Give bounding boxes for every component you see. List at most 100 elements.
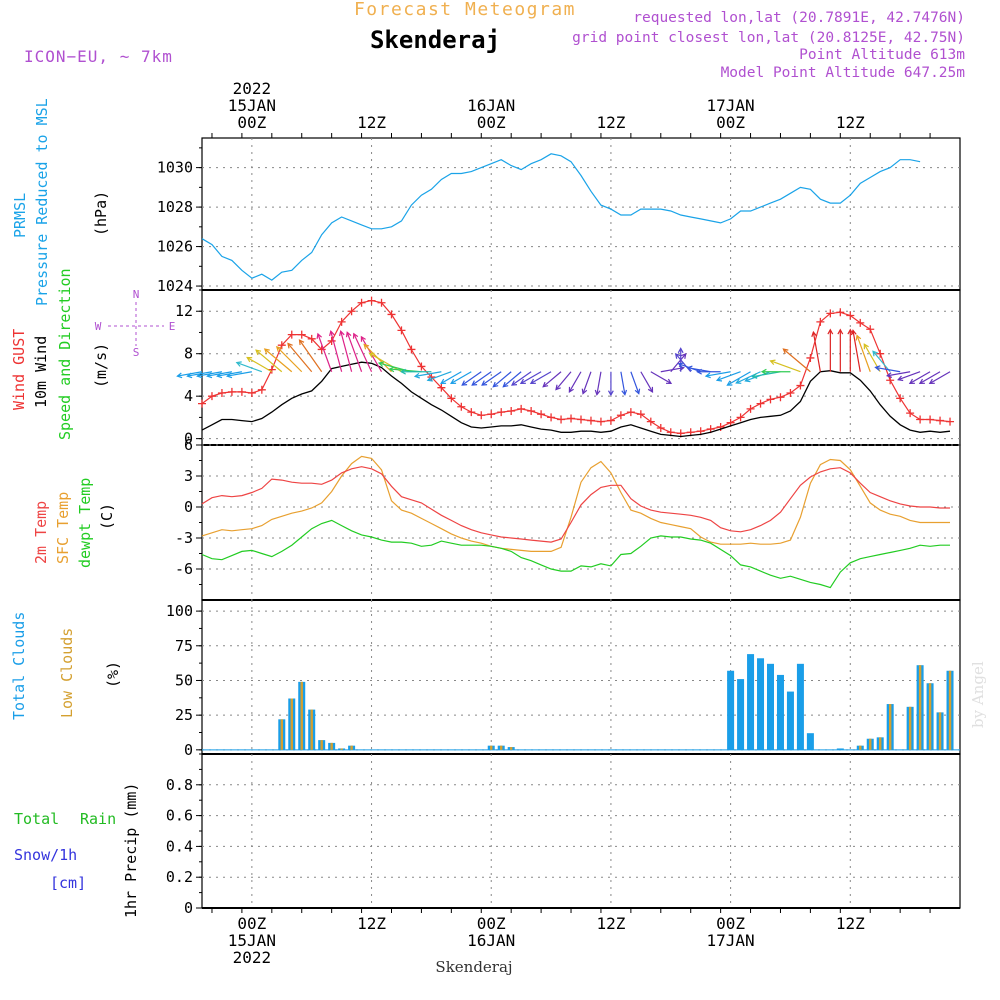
y-tick-label: 100 [166, 602, 193, 620]
x-label-bottom: 17JAN [707, 931, 755, 950]
x-label-top: 00Z [716, 113, 745, 132]
gust-point [317, 345, 326, 354]
low-cloud-bar [300, 681, 303, 750]
pressure-panel-labels: PRMSL Pressure Reduced to MSL (hPa) [11, 98, 110, 306]
wind-arrow-head [760, 368, 767, 375]
gust-point [367, 296, 376, 305]
wind-arrow [263, 348, 293, 373]
x-label-bottom: 15JAN [228, 931, 276, 950]
wind-arrow-shaft [555, 371, 572, 390]
gust-point [537, 410, 546, 419]
x-label-bottom: 16JAN [467, 931, 515, 950]
low-cloud-bar [908, 706, 912, 750]
wind-gust-label: Wind GUST [10, 329, 28, 410]
wind-arrow [640, 371, 654, 393]
wind-arrow-head [196, 372, 203, 379]
gust-point [826, 309, 835, 318]
wind-arrow [555, 371, 572, 391]
precip-axis-label: 1hr Precip (mm) [122, 783, 140, 918]
gust-point [547, 413, 556, 422]
y-tick-label: 8 [184, 345, 193, 363]
wind-arrow-shaft [542, 371, 562, 388]
compass-e: E [169, 320, 176, 333]
wind-arrow-shaft [856, 335, 871, 372]
wind-arrow-shaft [919, 371, 941, 384]
wind-arrow-head [388, 366, 395, 373]
low-cloud-bar [938, 712, 942, 750]
gust-point [577, 415, 585, 424]
gust-point [916, 415, 925, 424]
dewpt-line [201, 519, 950, 589]
low-cloud-bar [290, 698, 293, 750]
wind-arrow-head [872, 350, 878, 357]
gust-point [297, 330, 306, 339]
gust-point [457, 402, 466, 411]
y-tick-label: 4 [184, 387, 193, 405]
wind-arrow-shaft [427, 371, 452, 381]
gust-line [201, 299, 951, 434]
wind-arrow-shaft [582, 371, 592, 394]
gust-point [337, 317, 346, 326]
wind-arrow-head [225, 372, 233, 379]
low-cloud-bar [888, 704, 892, 750]
wind-arrow [850, 329, 861, 372]
total-cloud-bar [727, 670, 735, 750]
wind-arrow-head [918, 378, 925, 385]
wind-arrow [440, 371, 462, 385]
y-tick-label: 1028 [157, 198, 193, 216]
gust-point [257, 385, 266, 394]
gust-point [816, 317, 825, 326]
wind-arrow [670, 352, 687, 373]
gust-point [287, 330, 296, 339]
wind-arrow [246, 356, 273, 373]
y-tick-label: 0.8 [166, 776, 193, 794]
gust-point [836, 308, 845, 317]
wind-arrow [847, 328, 854, 372]
gust-point [806, 353, 815, 362]
wind-arrow [607, 371, 614, 397]
gust-point [846, 311, 855, 320]
wind-arrow-head [827, 328, 834, 335]
x-label-top: 16JAN [467, 96, 515, 115]
gust-point [357, 298, 366, 307]
low-cloud-bar [928, 683, 932, 750]
wind-arrow-head [897, 375, 904, 382]
y-tick-label: 50 [175, 671, 193, 689]
wind-arrow-shaft [227, 371, 252, 377]
wind-arrow-head [255, 349, 262, 356]
y-tick-label: 12 [175, 302, 193, 320]
wind-arrow [696, 368, 721, 375]
station-name: Skenderaj [370, 26, 500, 54]
y-tick-label: 1026 [157, 238, 193, 256]
footer-station: Skenderaj [435, 958, 512, 976]
wind-arrow-head [677, 347, 684, 354]
wind-arrow [275, 346, 303, 373]
wind-arrow-head [680, 352, 687, 359]
wind-arrow-head [426, 376, 433, 382]
wind-arrow-head [263, 348, 270, 355]
wind-arrow-head [677, 362, 684, 368]
wind-arrow-head [339, 329, 345, 337]
wind-arrow [368, 352, 402, 373]
ten-m-wind-label: 10m Wind [32, 336, 50, 408]
wind-arrow [225, 371, 252, 379]
gust-point [407, 345, 416, 354]
temperature-panel-labels: 2m Temp SFC Temp dewpt Temp (C) [32, 478, 116, 568]
low-cloud-bar [918, 665, 922, 750]
total-cloud-bar [806, 733, 814, 750]
wind-arrow-head [568, 386, 574, 393]
x-label-top: 00Z [477, 113, 506, 132]
wind-arrow-head [647, 386, 654, 393]
low-cloud-bar [490, 745, 493, 750]
snow-precip-label: Snow/1h [14, 846, 77, 864]
panel-frame-0 [201, 137, 961, 291]
low-cloud-bar [948, 670, 952, 750]
wind-arrow [316, 332, 333, 372]
wind-arrow [298, 339, 323, 373]
compass-s: S [133, 346, 140, 359]
wind-arrow-shaft [330, 331, 343, 372]
low-cloud-bar [340, 748, 343, 750]
wind-arrow-head [176, 372, 183, 379]
wind-arrow-shaft [369, 352, 402, 373]
wind-arrow-head [634, 388, 641, 395]
